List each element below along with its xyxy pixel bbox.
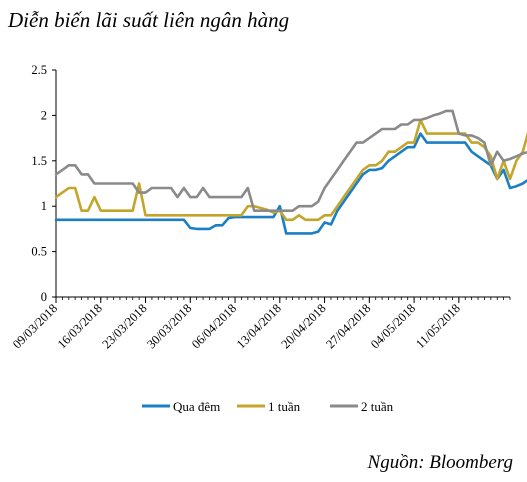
- x-axis: 09/03/201816/03/201823/03/201830/03/2018…: [10, 296, 511, 351]
- x-tick-label: 23/03/2018: [99, 301, 149, 351]
- y-tick-label: 2.5: [31, 63, 47, 77]
- y-tick-label: 2: [41, 108, 47, 122]
- x-tick-label: 06/04/2018: [189, 301, 239, 351]
- chart-title: Diễn biến lãi suất liên ngân hàng: [8, 8, 290, 32]
- x-tick-label: 04/05/2018: [368, 301, 418, 351]
- x-tick-label: 13/04/2018: [234, 301, 284, 351]
- y-tick-label: 1: [41, 199, 47, 213]
- legend-label-1: Qua đêm: [173, 399, 220, 414]
- series-lines: [54, 109, 527, 235]
- series-line-1: [54, 132, 527, 235]
- x-tick-label: 09/03/2018: [10, 301, 60, 351]
- legend-label-3: 2 tuần: [361, 399, 394, 414]
- x-tick-label: 16/03/2018: [55, 301, 105, 351]
- series-line-3: [54, 109, 527, 212]
- x-tick-label: 11/05/2018: [413, 301, 463, 351]
- y-tick-label: 0.5: [31, 245, 47, 259]
- y-axis: 0 0.5 1 1.5 2 2.5: [31, 63, 57, 304]
- y-tick-label: 0: [41, 290, 47, 304]
- y-tick-label: 1.5: [31, 154, 47, 168]
- legend-label-2: 1 tuần: [268, 399, 301, 414]
- x-tick-label: 20/04/2018: [279, 301, 329, 351]
- x-tick-label: 30/03/2018: [144, 301, 194, 351]
- legend: Qua đêm 1 tuần 2 tuần: [142, 399, 394, 414]
- x-tick-label: 27/04/2018: [323, 301, 373, 351]
- series-line-2: [54, 118, 527, 222]
- source-note: Nguồn: Bloomberg: [367, 452, 513, 473]
